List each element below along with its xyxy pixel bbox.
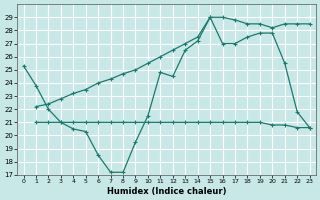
X-axis label: Humidex (Indice chaleur): Humidex (Indice chaleur)	[107, 187, 226, 196]
